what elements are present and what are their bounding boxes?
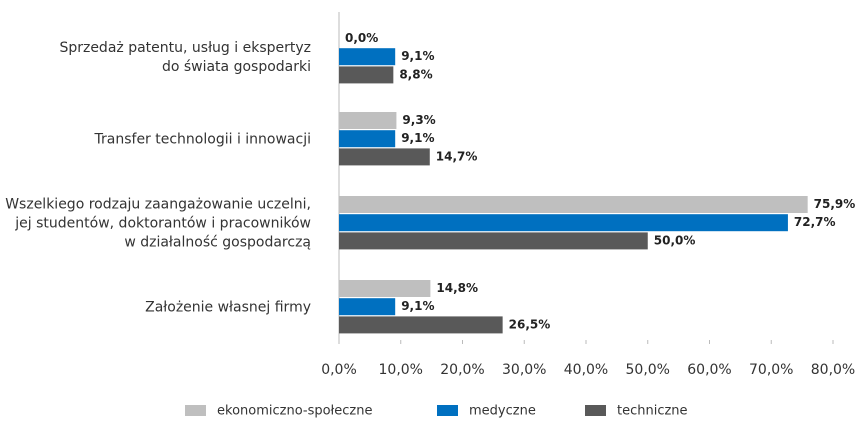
legend-swatch [437, 405, 458, 416]
y-tick-label: Założenie własnej firmy [145, 299, 311, 315]
value-label: 8,8% [399, 67, 432, 81]
value-label: 9,1% [401, 49, 434, 63]
value-label: 50,0% [654, 233, 696, 247]
bar [339, 316, 503, 334]
y-tick-label: Sprzedaż patentu, usług i ekspertyz [59, 40, 311, 56]
y-tick-label: do świata gospodarki [162, 59, 311, 75]
x-tick-label: 70,0% [749, 362, 793, 378]
value-label: 26,5% [509, 317, 551, 331]
value-label: 14,8% [436, 281, 478, 295]
bar [339, 48, 396, 66]
value-label: 9,3% [402, 113, 435, 127]
x-tick-label: 40,0% [564, 362, 608, 378]
x-tick-label: 60,0% [687, 362, 731, 378]
x-tick-label: 0,0% [321, 362, 357, 378]
value-label: 72,7% [794, 215, 836, 229]
bar [339, 130, 396, 148]
x-tick-label: 20,0% [440, 362, 484, 378]
y-tick-label: jej studentów, doktorantów i pracowników [14, 215, 311, 231]
legend-swatch [585, 405, 606, 416]
y-tick-label: Transfer technologii i innowacji [94, 131, 311, 147]
bar [339, 112, 397, 129]
y-tick-label: w działalność gospodarczą [124, 234, 311, 250]
value-label: 0,0% [345, 31, 378, 45]
value-label: 75,9% [814, 197, 856, 211]
x-tick-label: 10,0% [379, 362, 423, 378]
bar [339, 298, 396, 316]
bar [339, 66, 394, 84]
value-label: 14,7% [436, 149, 478, 163]
bar [339, 148, 430, 166]
bar [339, 232, 648, 250]
legend-swatch [185, 405, 206, 416]
y-tick-label: Wszelkiego rodzaju zaangażowanie uczelni… [5, 196, 311, 212]
x-tick-label: 50,0% [626, 362, 670, 378]
legend-label: medyczne [469, 404, 536, 419]
value-label: 9,1% [401, 299, 434, 313]
x-tick-label: 30,0% [502, 362, 546, 378]
value-label: 9,1% [401, 131, 434, 145]
bar [339, 280, 431, 297]
bar [339, 196, 808, 213]
x-tick-label: 80,0% [811, 362, 855, 378]
legend-label: techniczne [617, 404, 688, 419]
legend-label: ekonomiczno-społeczne [217, 404, 372, 419]
bar [339, 214, 788, 232]
